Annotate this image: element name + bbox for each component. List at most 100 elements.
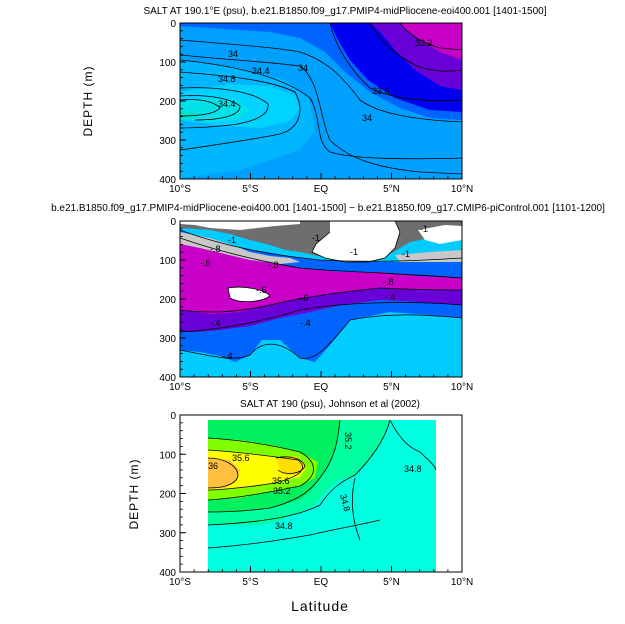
panel-1-ylabel: DEPTH (m) — [81, 66, 95, 137]
p1-contour-34.8 — [180, 87, 269, 129]
p1-label-34: 34 — [228, 49, 238, 59]
panel-2-title: b.e21.B1850.f09_g17.PMIP4-midPliocene-eo… — [51, 203, 605, 214]
p2-label-4c: -.4 — [385, 292, 396, 302]
p1-contour-33.2 — [369, 23, 462, 72]
x-tick-label: 10°S — [169, 184, 191, 195]
x-tick-label: 10°N — [451, 577, 473, 588]
p1-contour-33.6 — [329, 23, 462, 102]
p2-contour--1 — [180, 229, 462, 262]
x-tick-label: 5°S — [242, 577, 259, 588]
p3-label-34.8c: 34.8 — [404, 464, 422, 474]
panel-2-contour-labels: -1 -1 -1 -1 -1 -.8 -.8 -.8 -.6 -.6 -.6 -… — [200, 224, 428, 361]
p2-fill-white-pocket — [228, 287, 270, 302]
y-tick-label: 0 — [170, 411, 176, 422]
p2-label-4d: -.4 — [222, 351, 233, 361]
panel-3-title: SALT AT 190 (psu), Johnson et al (2002) — [240, 399, 420, 410]
p1-contour-34a — [180, 54, 462, 175]
p1-fill-mid — [180, 60, 315, 178]
p3-contour-36b — [275, 456, 306, 474]
p2-fill-white-center — [312, 221, 400, 262]
panel-1-ticks: 10°S 5°S EQ 5°N 10°N 0 100 200 300 400 — [159, 19, 473, 195]
y-tick-label: 400 — [159, 175, 176, 186]
panel-2-fills — [180, 221, 462, 377]
p1-contour-34.4 — [180, 71, 301, 151]
p3-label-36: 36 — [208, 461, 218, 471]
p2-label-1d: -1 — [402, 249, 410, 259]
p1-label-34c: 34 — [362, 113, 372, 123]
panel-2-contours — [180, 221, 462, 359]
p2-contour--0.6 — [180, 302, 462, 333]
p1-contour-32.8 — [399, 23, 462, 51]
p2-contour--0.6-pocket — [227, 286, 271, 302]
p1-label-33.6: 33.6 — [372, 86, 390, 96]
p2-label-1a: -1 — [228, 235, 236, 245]
y-tick-label: 300 — [159, 334, 176, 345]
p3-label-34.8d: 34.8 — [275, 521, 293, 531]
p3-contour-34.8c — [389, 419, 437, 471]
p3-label-34.8b: 34.8 — [338, 493, 352, 513]
p1-fill-32.8 — [400, 23, 462, 60]
p1-label-34b: 34 — [298, 63, 308, 73]
p2-label-6b: -.6 — [256, 285, 267, 295]
y-tick-label: 200 — [159, 490, 176, 501]
panel-3-ticks: 10°S 5°S EQ 5°N 10°N 0 100 200 300 400 — [159, 411, 473, 588]
p3-contour-36 — [207, 457, 239, 489]
p2-label-8c: -.8 — [383, 277, 394, 287]
p3-label-35.2b: 35.2 — [273, 486, 291, 496]
p3-label-35.2: 35.2 — [343, 432, 353, 450]
p2-label-4a: -.4 — [210, 318, 221, 328]
x-tick-label: 5°N — [383, 577, 400, 588]
x-axis-label: Latitude — [291, 598, 349, 614]
panel-1-contours — [180, 23, 462, 175]
p2-label-1c: -1 — [350, 247, 358, 257]
panel-3-ylabel: DEPTH (m) — [127, 459, 141, 530]
p1-label-34.4b: 34.4 — [218, 99, 236, 109]
y-tick-label: 0 — [170, 217, 176, 228]
p2-label-8b: -.8 — [268, 260, 279, 270]
p2-label-6c: -.6 — [298, 293, 309, 303]
x-tick-label: 5°N — [383, 382, 400, 393]
p1-label-34.4: 34.4 — [252, 66, 270, 76]
panel-1: SALT AT 190.1°E (psu), b.e21.B1850.f09_g… — [81, 6, 547, 195]
y-tick-label: 400 — [159, 373, 176, 384]
p1-contour-34b — [180, 39, 462, 123]
p2-contour--0.4 — [180, 314, 462, 359]
p1-contour-35 — [180, 99, 221, 117]
p2-label-4b: -.4 — [300, 318, 311, 328]
panel-3-contour-labels: 35.2 35.6 36 35.6 35.2 34.8 34.8 34.8 — [208, 432, 422, 531]
panel-1-contour-labels: 34 34.4 34.8 34.4 34 33.6 34 33.2 — [218, 38, 433, 123]
p3-label-35.6b: 35.6 — [272, 476, 290, 486]
p2-contour-white — [311, 221, 401, 263]
panel-1-title: SALT AT 190.1°E (psu), b.e21.B1850.f09_g… — [144, 6, 547, 17]
panel-2-ticks: 10°S 5°S EQ 5°N 10°N 0 100 200 300 400 — [159, 217, 473, 393]
p2-fill-white-right — [418, 225, 462, 244]
p2-label-1b: -1 — [312, 233, 320, 243]
p2-label-1e: -1 — [420, 224, 428, 234]
x-tick-label: 5°N — [383, 184, 400, 195]
p3-label-35.6: 35.6 — [232, 453, 250, 463]
x-tick-label: 5°S — [242, 382, 259, 393]
y-tick-label: 300 — [159, 529, 176, 540]
y-tick-label: 200 — [159, 97, 176, 108]
x-tick-label: EQ — [314, 184, 329, 195]
p2-fill-top-white — [180, 221, 300, 230]
panel-3: SALT AT 190 (psu), Johnson et al (2002) … — [127, 399, 473, 614]
p3-contour-35.6 — [207, 437, 314, 501]
panel-3-fills — [208, 420, 436, 572]
y-tick-label: 100 — [159, 256, 176, 267]
p1-contour-34c — [180, 59, 462, 160]
y-tick-label: 400 — [159, 568, 176, 579]
x-tick-label: EQ — [314, 382, 329, 393]
y-tick-label: 0 — [170, 19, 176, 30]
p3-contour-34.8b — [351, 477, 361, 541]
p2-label-6a: -.6 — [200, 258, 211, 268]
p1-contour-34.8b — [180, 95, 241, 121]
p1-label-34.8: 34.8 — [218, 74, 236, 84]
panel-2: b.e21.B1850.f09_g17.PMIP4-midPliocene-eo… — [51, 203, 605, 393]
p2-label-8a: -.8 — [210, 244, 221, 254]
panel-1-fills — [180, 23, 462, 179]
x-tick-label: 10°S — [169, 382, 191, 393]
panel-3-contours — [207, 419, 437, 549]
y-tick-label: 100 — [159, 58, 176, 69]
